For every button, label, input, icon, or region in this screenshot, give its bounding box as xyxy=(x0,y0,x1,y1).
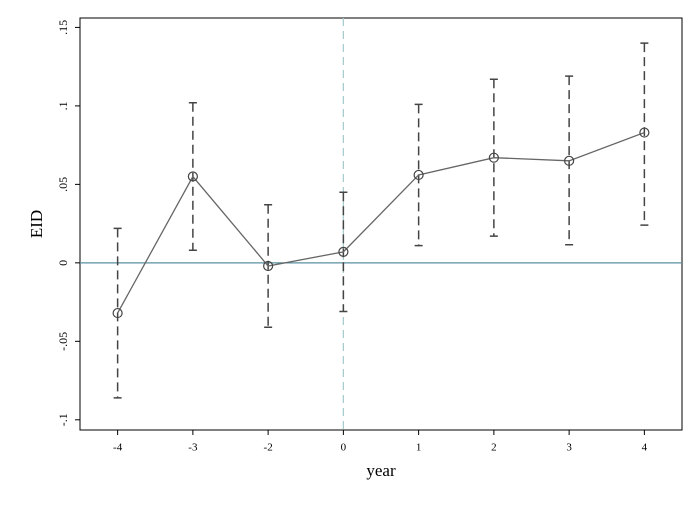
series-line xyxy=(117,131,645,314)
point xyxy=(564,155,575,166)
point xyxy=(187,171,198,182)
x-tick-label: 2 xyxy=(491,442,497,454)
x-tick-label: -4 xyxy=(113,442,123,454)
x-tick-label: 3 xyxy=(566,442,572,454)
y-tick-label: .05 xyxy=(56,177,70,192)
point xyxy=(338,246,349,257)
point xyxy=(263,260,274,272)
x-tick-label: -3 xyxy=(188,442,198,454)
y-tick-label: .1 xyxy=(56,101,70,110)
y-tick-label: -.1 xyxy=(56,413,70,426)
point xyxy=(413,169,424,181)
point xyxy=(112,307,123,319)
y-tick-label: 0 xyxy=(56,260,70,266)
point xyxy=(488,152,499,163)
x-axis-label: year xyxy=(366,461,396,480)
x-tick-label: 1 xyxy=(416,442,422,454)
y-tick-label: .15 xyxy=(56,20,70,35)
y-axis-label: EID xyxy=(27,210,46,238)
y-tick-label: -.05 xyxy=(56,332,70,351)
x-tick-label: 4 xyxy=(642,442,648,454)
error-bar xyxy=(640,42,649,226)
plot-frame xyxy=(79,17,683,431)
point xyxy=(639,127,650,138)
x-tick-label: 0 xyxy=(341,442,347,454)
x-tick-label: -2 xyxy=(264,442,273,454)
error-bar xyxy=(113,227,122,399)
